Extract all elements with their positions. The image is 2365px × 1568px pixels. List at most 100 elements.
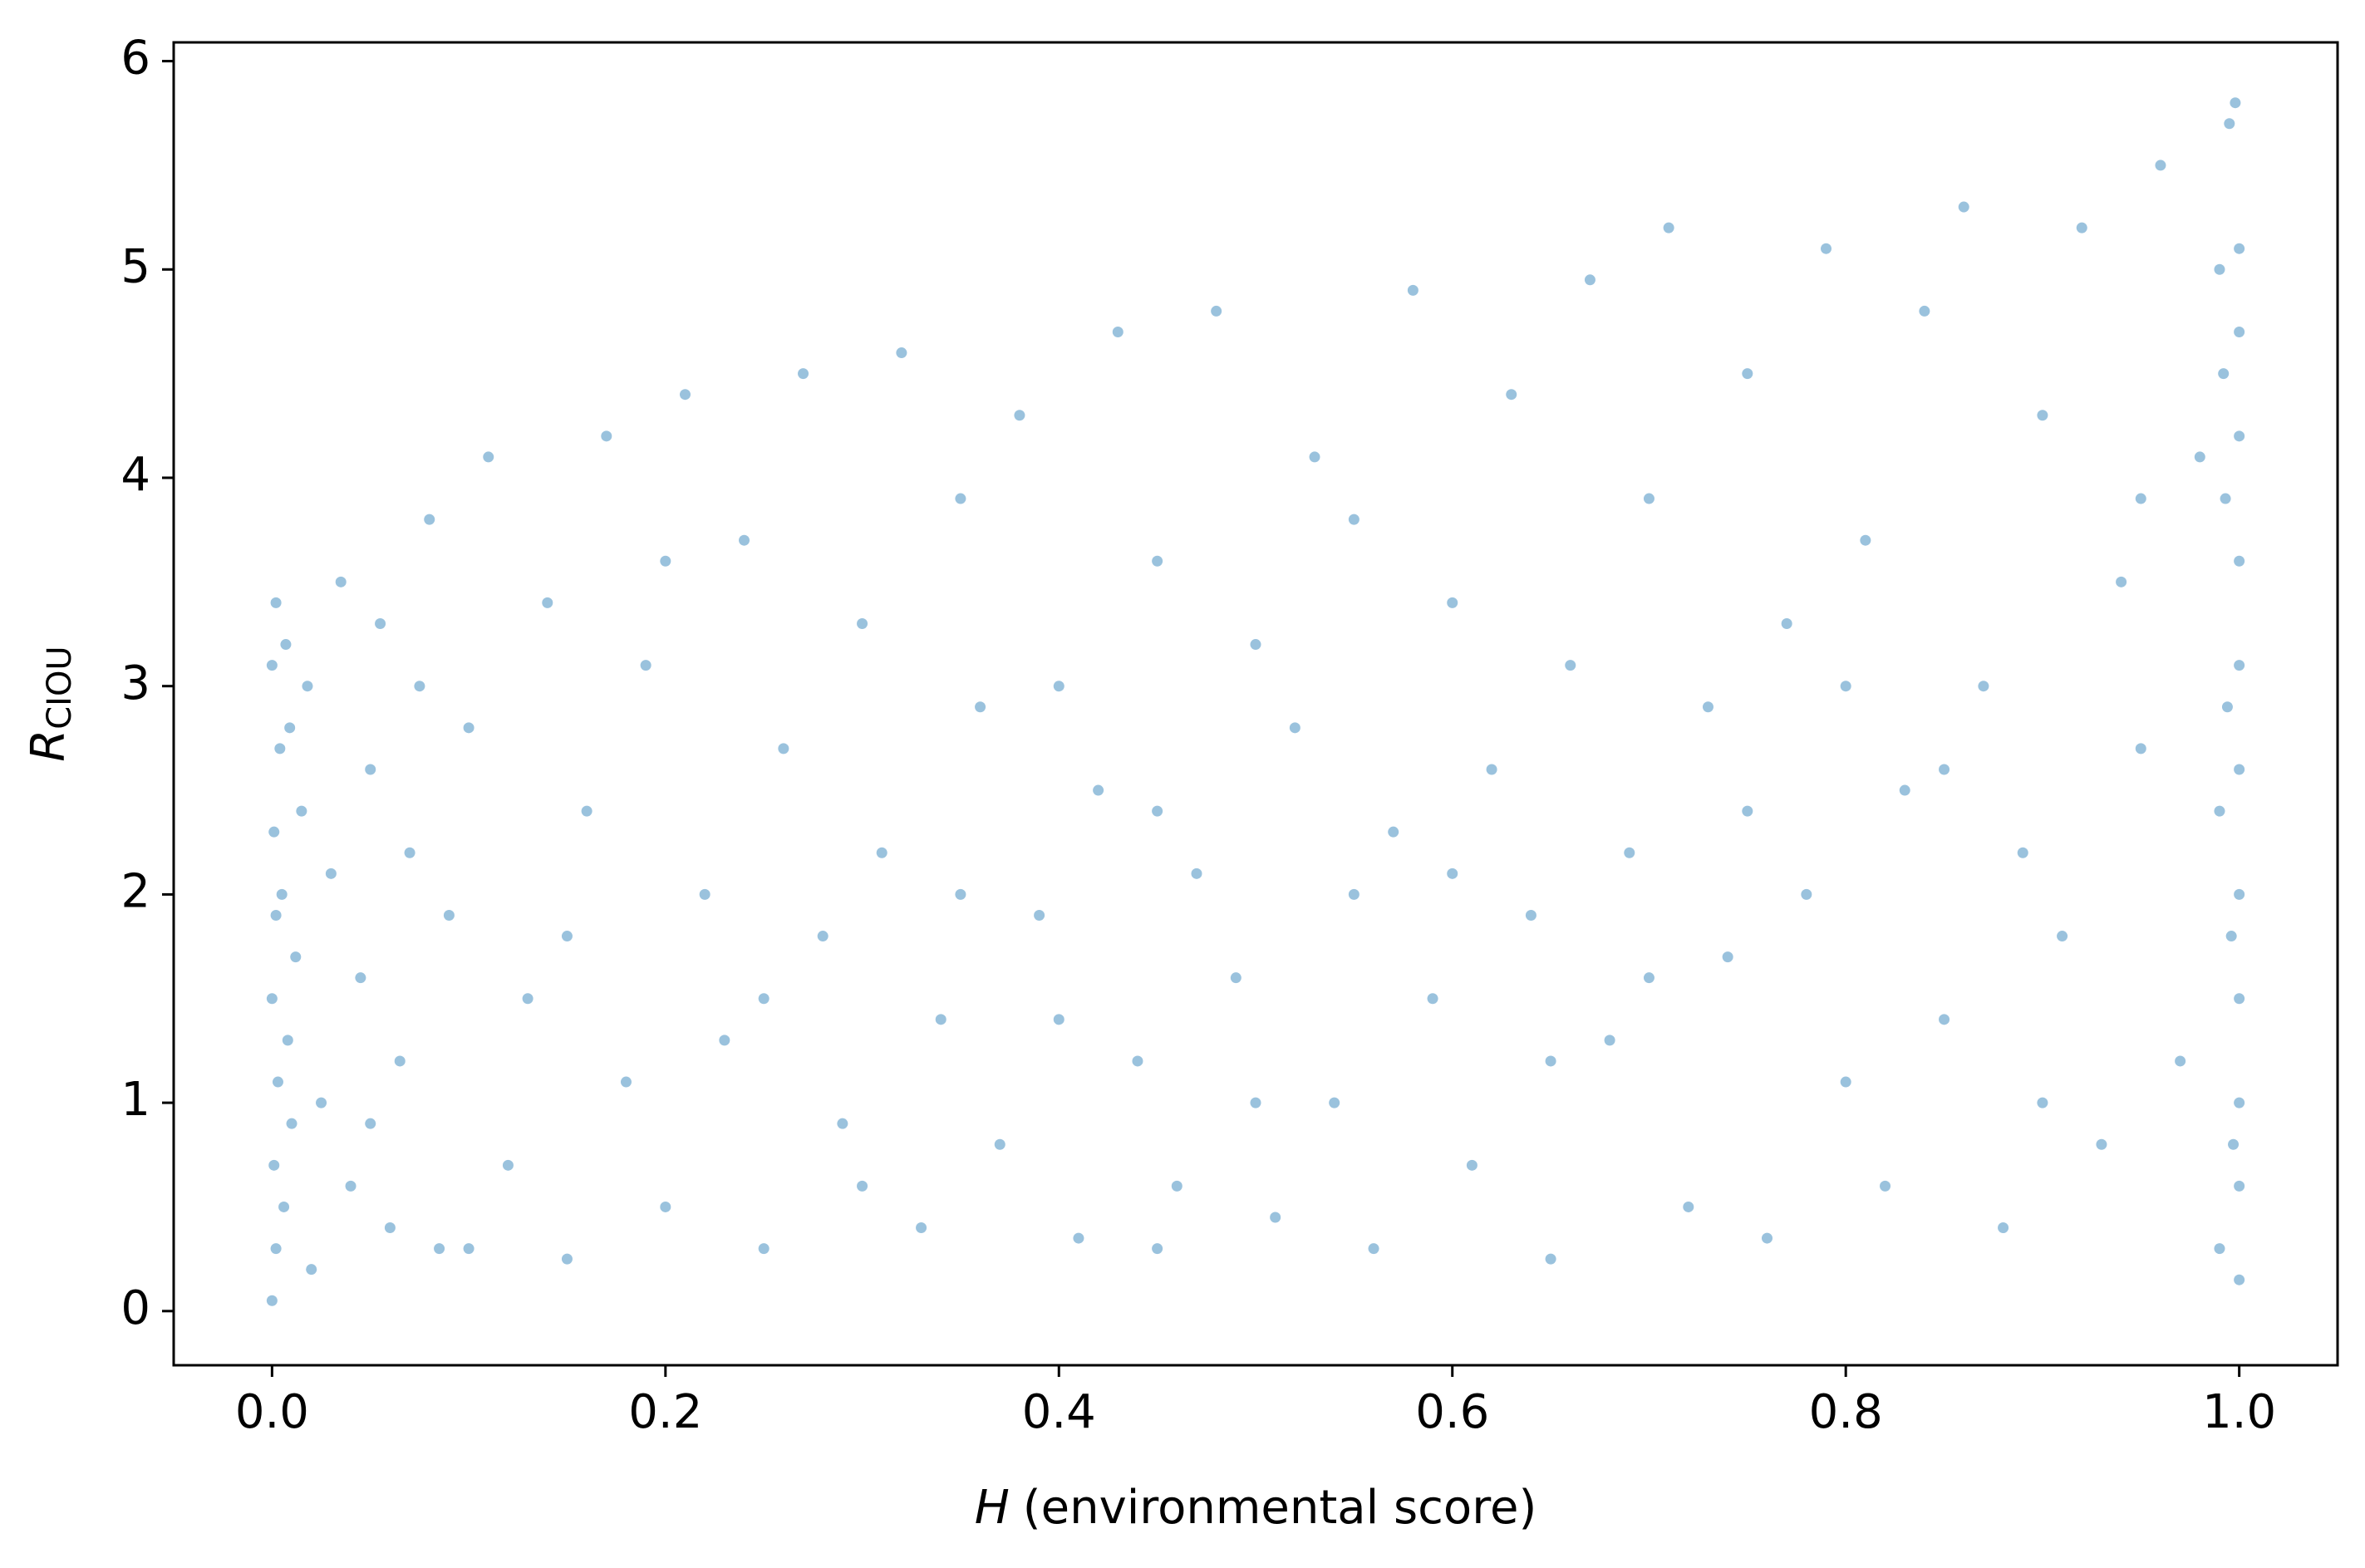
scatter-point: [1663, 222, 1674, 233]
x-axis-label: H (environmental score): [975, 1481, 1537, 1535]
scatter-point: [1171, 1180, 1182, 1192]
scatter-point: [2228, 1138, 2240, 1150]
scatter-point: [916, 1222, 927, 1234]
scatter-point: [2234, 555, 2245, 567]
scatter-point: [1388, 826, 1399, 838]
scatter-point: [286, 1118, 297, 1129]
scatter-point: [266, 1295, 278, 1306]
scatter-point: [1407, 284, 1419, 296]
scatter-point: [1250, 1097, 1261, 1108]
scatter-point: [975, 701, 986, 713]
scatter-point: [1034, 909, 1045, 921]
scatter-point: [1014, 410, 1025, 421]
y-axis-label: RCIOU: [22, 646, 79, 761]
scatter-point: [522, 993, 533, 1005]
scatter-point: [857, 617, 868, 629]
scatter-point: [270, 909, 282, 921]
scatter-point: [1840, 1076, 1851, 1088]
scatter-point: [266, 660, 278, 671]
y-tick-label: 6: [120, 32, 150, 86]
scatter-point: [620, 1076, 632, 1088]
scatter-point: [278, 1201, 290, 1212]
scatter-point: [1604, 1035, 1615, 1046]
scatter-point: [276, 888, 288, 900]
scatter-point: [679, 389, 691, 401]
scatter-point: [1722, 951, 1733, 963]
scatter-point: [660, 555, 671, 567]
scatter-point: [290, 951, 302, 963]
scatter-point: [404, 847, 415, 858]
scatter-point: [1643, 493, 1655, 504]
scatter-point: [1466, 1159, 1478, 1171]
scatter-point: [355, 972, 366, 984]
scatter-point: [434, 1243, 445, 1255]
scatter-point: [955, 888, 966, 900]
scatter-point: [414, 681, 425, 692]
scatter-point: [1742, 368, 1753, 380]
scatter-point: [463, 722, 474, 734]
scatter-point: [325, 868, 337, 879]
scatter-point: [1702, 701, 1714, 713]
scatter-point: [2234, 764, 2245, 775]
scatter-point: [778, 743, 789, 755]
scatter-point: [1742, 805, 1753, 817]
scatter-point: [2234, 243, 2245, 254]
scatter-point: [302, 681, 313, 692]
y-tick-label: 0: [120, 1281, 150, 1335]
scatter-point: [2096, 1138, 2107, 1150]
scatter-point: [284, 722, 296, 734]
x-tick-label: 0.4: [1022, 1385, 1096, 1439]
scatter-point: [719, 1035, 730, 1046]
scatter-point: [1939, 764, 1950, 775]
scatter-point: [739, 534, 750, 546]
scatter-point: [375, 617, 386, 629]
scatter-point: [561, 1253, 573, 1265]
scatter-point: [394, 1055, 406, 1067]
scatter-point: [1781, 617, 1792, 629]
scatter-point: [2220, 493, 2231, 504]
scatter-point: [365, 764, 376, 775]
scatter-point: [542, 597, 553, 608]
scatter-point: [1112, 326, 1123, 337]
scatter-point: [1447, 868, 1458, 879]
scatter-point: [266, 993, 278, 1005]
scatter-point: [1250, 639, 1261, 651]
scatter-point: [1919, 305, 1930, 317]
scatter-point: [345, 1180, 356, 1192]
scatter-point: [758, 1243, 769, 1255]
scatter-point: [1880, 1180, 1891, 1192]
scatter-point: [502, 1159, 514, 1171]
scatter-point: [1152, 1243, 1163, 1255]
scatter-point: [424, 514, 435, 525]
scatter-point: [1939, 1014, 1950, 1025]
scatter-point: [1230, 972, 1242, 984]
scatter-point: [1801, 888, 1812, 900]
scatter-point: [1643, 972, 1655, 984]
scatter-point: [2218, 368, 2230, 380]
scatter-point: [994, 1138, 1005, 1150]
scatter-point: [857, 1180, 868, 1192]
x-tick-label: 0.8: [1809, 1385, 1883, 1439]
scatter-point: [1761, 1232, 1773, 1244]
x-tick-label: 0.0: [235, 1385, 309, 1439]
scatter-point: [2234, 888, 2245, 900]
scatter-point: [660, 1201, 671, 1212]
y-label-symbol: R: [22, 730, 76, 762]
scatter-point: [1506, 389, 1517, 401]
y-tick-label: 3: [120, 656, 150, 710]
scatter-point: [1860, 534, 1871, 546]
scatter-point: [1152, 805, 1163, 817]
scatter-point: [561, 931, 573, 942]
scatter-point: [1348, 514, 1360, 525]
scatter-point: [1545, 1253, 1556, 1265]
scatter-point: [699, 888, 710, 900]
scatter-point: [1821, 243, 1832, 254]
scatter-point: [306, 1264, 317, 1276]
scatter-point: [2234, 1097, 2245, 1108]
scatter-point: [274, 743, 286, 755]
scatter-point: [1309, 451, 1320, 463]
scatter-point: [384, 1222, 396, 1234]
scatter-point: [2214, 1243, 2225, 1255]
scatter-point: [2135, 493, 2146, 504]
